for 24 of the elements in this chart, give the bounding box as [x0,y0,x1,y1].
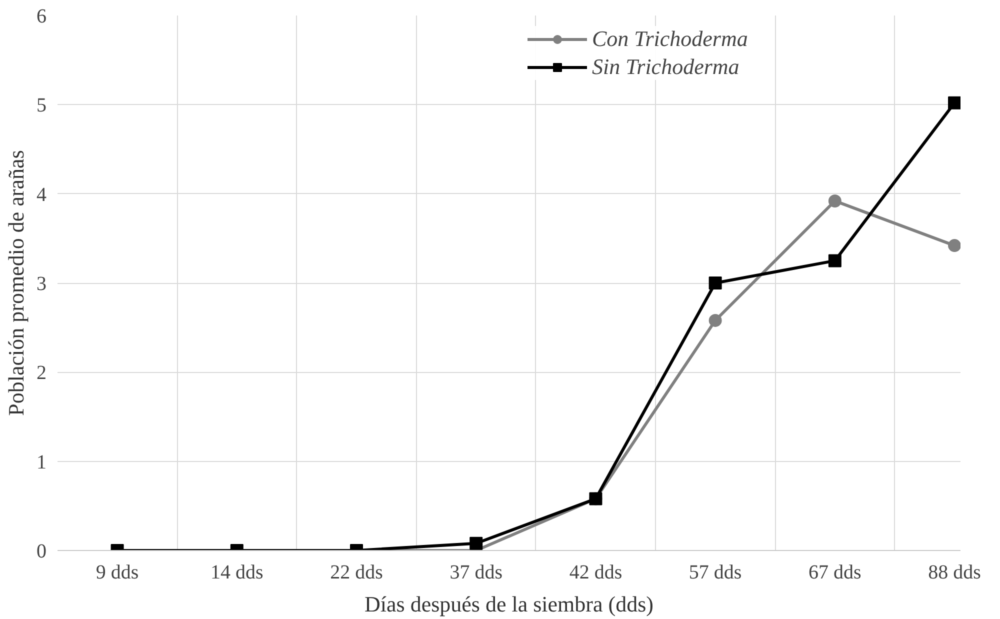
x-tick-label: 9 dds [96,562,139,584]
x-tick-label: 67 dds [808,562,862,584]
x-tick-label: 22 dds [330,562,384,584]
y-tick-label: 2 [36,362,46,384]
y-axis-title: Población promedio de arañas [4,150,28,416]
x-tick-label: 42 dds [569,562,622,584]
x-axis-title: Días después de la siembra (dds) [364,592,654,616]
y-tick-label: 4 [36,184,46,206]
x-tick-label: 14 dds [210,562,264,584]
y-tick-label: 0 [36,540,46,562]
y-tick-label: 1 [36,451,46,474]
y-tick-label: 3 [36,273,46,295]
x-tick-label: 37 dds [450,562,503,584]
point [828,254,842,268]
y-tick-label: 5 [36,94,46,117]
point [708,276,722,290]
point [708,314,722,327]
y-tick-label: 6 [36,6,46,28]
x-tick-label: 88 dds [928,562,982,584]
legend-label: Con Trichoderma [592,26,748,52]
point [948,239,960,252]
x-tick-label: 57 dds [688,562,742,584]
point [828,194,842,208]
legend-label: Sin Trichoderma [592,54,740,80]
